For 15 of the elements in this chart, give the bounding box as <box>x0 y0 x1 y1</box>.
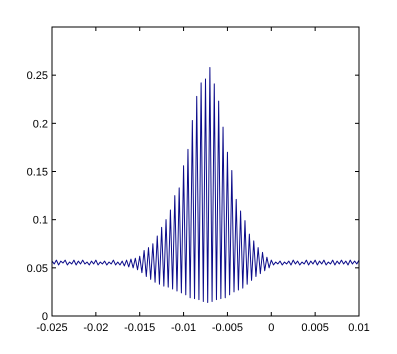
x-tick-label: -0.02 <box>83 322 108 334</box>
y-tick-label: 0.25 <box>26 70 48 82</box>
x-tick-label: -0.015 <box>124 322 156 334</box>
x-tick-label: 0.01 <box>348 322 370 334</box>
x-tick-label: -0.005 <box>212 322 244 334</box>
y-tick-label: 0.05 <box>26 262 48 275</box>
y-tick-label: 0.1 <box>32 214 48 227</box>
x-tick-label: -0.025 <box>36 322 68 334</box>
x-tick-label: 0 <box>268 322 274 334</box>
x-tick-label: 0.005 <box>301 322 329 334</box>
x-tick-label: -0.01 <box>171 322 196 334</box>
line-series <box>52 66 359 304</box>
y-tick-label: 0.15 <box>26 166 48 178</box>
y-tick-label: 0 <box>42 311 48 323</box>
y-tick-label: 0.2 <box>32 118 48 130</box>
